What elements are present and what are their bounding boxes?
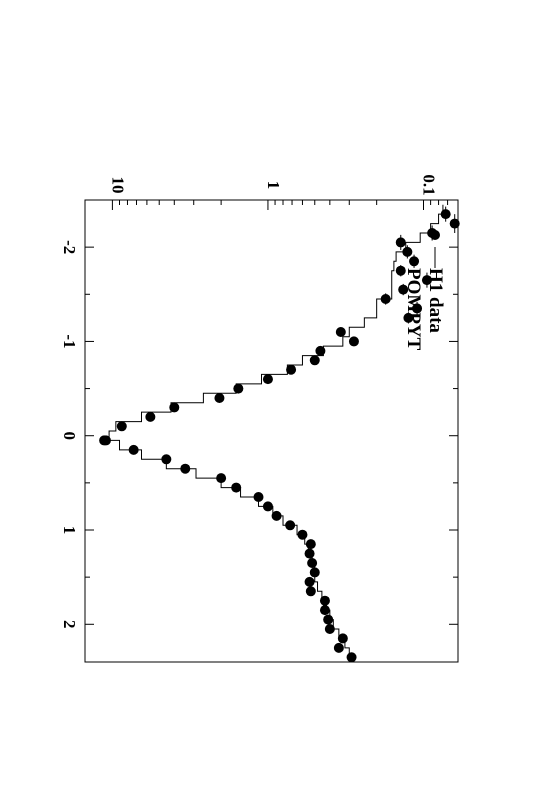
data-point [349, 336, 359, 346]
data-point [310, 567, 320, 577]
data-point [310, 355, 320, 365]
data-point [214, 393, 224, 403]
data-point [347, 652, 357, 662]
data-point [306, 586, 316, 596]
x-tick-label: 2 [60, 620, 79, 629]
y-tick-label: 0.1 [419, 174, 438, 195]
data-point [305, 577, 315, 587]
data-point [129, 445, 139, 455]
data-point [286, 365, 296, 375]
data-point [180, 464, 190, 474]
data-point [253, 492, 263, 502]
data-point [320, 596, 330, 606]
pompyt-step-line [109, 205, 443, 658]
data-point [338, 633, 348, 643]
y-tick-label: 1 [264, 181, 283, 190]
data-point [336, 327, 346, 337]
legend-label-h1-data: H1 data [425, 268, 446, 333]
x-tick-label: 1 [60, 526, 79, 535]
data-point [396, 237, 406, 247]
axis-ticks [85, 200, 458, 624]
data-point [117, 421, 127, 431]
data-point [263, 374, 273, 384]
data-point [145, 412, 155, 422]
data-point [161, 454, 171, 464]
pompyt-step-path [109, 205, 443, 658]
data-point [272, 511, 282, 521]
data-point [334, 643, 344, 653]
data-point [441, 209, 451, 219]
data-point [306, 539, 316, 549]
x-tick-label: -1 [60, 334, 79, 348]
data-point [325, 624, 335, 634]
data-point [297, 530, 307, 540]
data-point [307, 558, 317, 568]
data-point [233, 384, 243, 394]
data-point [305, 549, 315, 559]
legend-marker-h1-data [430, 230, 440, 240]
data-point [285, 520, 295, 530]
x-tick-label: -2 [60, 240, 79, 254]
x-tick-label: 0 [60, 431, 79, 440]
data-point [409, 256, 419, 266]
data-point [323, 615, 333, 625]
data-point [320, 605, 330, 615]
data-point [402, 247, 412, 257]
y-tick-label: 10 [108, 177, 127, 194]
data-point [263, 501, 273, 511]
data-point [101, 435, 111, 445]
data-point [450, 219, 460, 229]
tick-labels: -2 -1 0 1 2 0.1 1 10 [60, 174, 438, 628]
data-point [216, 473, 226, 483]
legend-label-pompyt: POMPYT [403, 268, 424, 351]
data-point [381, 294, 391, 304]
data-point [315, 346, 325, 356]
data-point [169, 402, 179, 412]
data-point [231, 483, 241, 493]
